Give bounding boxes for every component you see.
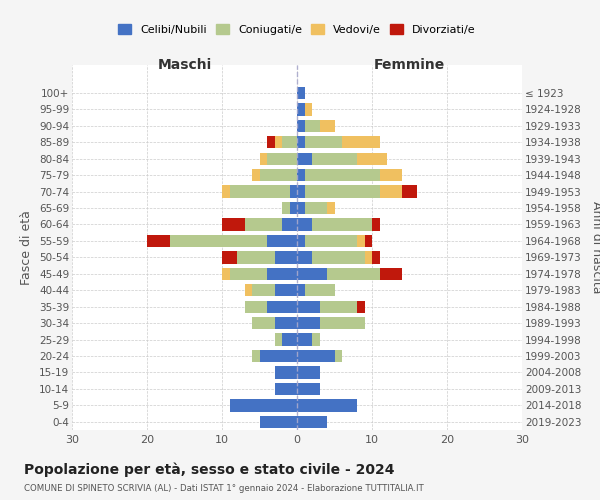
Text: Popolazione per età, sesso e stato civile - 2024: Popolazione per età, sesso e stato civil… (24, 462, 395, 477)
Bar (305, 169, 380, 181)
Bar (275, 334, 282, 345)
Bar (252, 284, 275, 296)
Bar (297, 251, 312, 264)
Bar (357, 300, 365, 313)
Bar (297, 235, 305, 247)
Bar (229, 268, 267, 280)
Text: Femmine: Femmine (374, 58, 445, 71)
Bar (267, 136, 275, 148)
Bar (297, 268, 327, 280)
Bar (245, 218, 282, 230)
Bar (245, 300, 267, 313)
Bar (327, 268, 380, 280)
Bar (342, 136, 380, 148)
Bar (312, 218, 372, 230)
Bar (267, 300, 297, 313)
Text: Maschi: Maschi (157, 58, 212, 71)
Bar (380, 268, 402, 280)
Bar (275, 317, 297, 330)
Bar (229, 399, 297, 411)
Bar (305, 136, 342, 148)
Bar (252, 169, 260, 181)
Bar (297, 202, 305, 214)
Bar (305, 186, 380, 198)
Bar (297, 136, 305, 148)
Bar (222, 218, 245, 230)
Bar (312, 334, 320, 345)
Bar (267, 152, 297, 165)
Bar (365, 251, 372, 264)
Bar (320, 317, 365, 330)
Bar (267, 268, 297, 280)
Bar (252, 317, 275, 330)
Bar (222, 268, 229, 280)
Bar (275, 366, 297, 378)
Bar (252, 350, 260, 362)
Bar (320, 300, 357, 313)
Bar (260, 350, 297, 362)
Bar (260, 169, 297, 181)
Bar (282, 202, 290, 214)
Bar (275, 136, 282, 148)
Bar (305, 103, 312, 116)
Bar (222, 186, 229, 198)
Bar (170, 235, 267, 247)
Bar (229, 186, 290, 198)
Bar (297, 120, 305, 132)
Bar (297, 399, 357, 411)
Bar (282, 218, 297, 230)
Bar (267, 235, 297, 247)
Bar (312, 251, 365, 264)
Bar (335, 350, 342, 362)
Bar (297, 300, 320, 313)
Bar (297, 366, 320, 378)
Bar (357, 152, 387, 165)
Bar (147, 235, 170, 247)
Text: COMUNE DI SPINETO SCRIVIA (AL) - Dati ISTAT 1° gennaio 2024 - Elaborazione TUTTI: COMUNE DI SPINETO SCRIVIA (AL) - Dati IS… (24, 484, 424, 493)
Bar (260, 416, 297, 428)
Bar (305, 202, 327, 214)
Bar (290, 186, 297, 198)
Bar (297, 350, 335, 362)
Bar (365, 235, 372, 247)
Bar (357, 235, 365, 247)
Bar (275, 284, 297, 296)
Bar (305, 120, 320, 132)
Bar (245, 284, 252, 296)
Bar (312, 152, 357, 165)
Y-axis label: Anni di nascita: Anni di nascita (590, 201, 600, 294)
Bar (372, 251, 380, 264)
Bar (222, 251, 237, 264)
Bar (327, 202, 335, 214)
Bar (297, 169, 305, 181)
Bar (320, 120, 335, 132)
Bar (380, 169, 402, 181)
Bar (297, 284, 305, 296)
Bar (297, 87, 305, 99)
Bar (275, 251, 297, 264)
Bar (380, 186, 402, 198)
Bar (297, 186, 305, 198)
Bar (297, 334, 312, 345)
Bar (297, 103, 305, 116)
Bar (305, 235, 357, 247)
Bar (237, 251, 275, 264)
Bar (297, 382, 320, 395)
Bar (297, 317, 320, 330)
Bar (402, 186, 417, 198)
Bar (297, 152, 312, 165)
Bar (297, 416, 327, 428)
Bar (372, 218, 380, 230)
Bar (282, 136, 297, 148)
Bar (260, 152, 267, 165)
Legend: Celibi/Nubili, Coniugati/e, Vedovi/e, Divorziati/e: Celibi/Nubili, Coniugati/e, Vedovi/e, Di… (114, 20, 480, 39)
Bar (275, 382, 297, 395)
Y-axis label: Fasce di età: Fasce di età (20, 210, 34, 285)
Bar (282, 334, 297, 345)
Bar (305, 284, 335, 296)
Bar (290, 202, 297, 214)
Bar (297, 218, 312, 230)
